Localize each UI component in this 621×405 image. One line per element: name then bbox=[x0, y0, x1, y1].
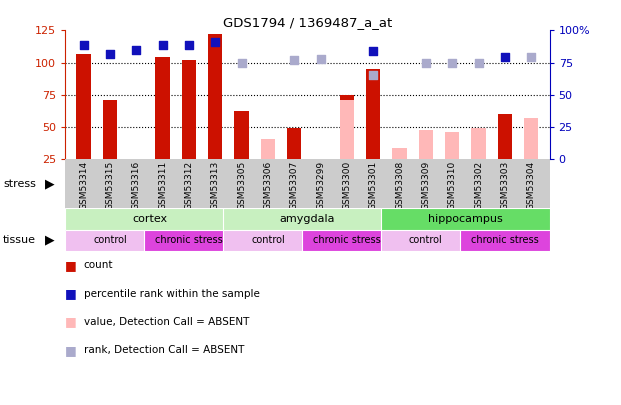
Bar bbox=[460, 230, 550, 251]
Point bbox=[289, 57, 299, 63]
Text: percentile rank within the sample: percentile rank within the sample bbox=[84, 289, 260, 298]
Text: GSM53301: GSM53301 bbox=[369, 161, 378, 210]
Text: GSM53311: GSM53311 bbox=[158, 161, 167, 210]
Point bbox=[500, 54, 510, 61]
Text: GSM53299: GSM53299 bbox=[316, 161, 325, 210]
Text: rank, Detection Call = ABSENT: rank, Detection Call = ABSENT bbox=[84, 345, 244, 355]
Point bbox=[368, 72, 378, 79]
Text: GSM53315: GSM53315 bbox=[106, 161, 114, 210]
Text: GSM53309: GSM53309 bbox=[422, 161, 430, 210]
Point bbox=[421, 59, 431, 66]
Point bbox=[158, 41, 168, 48]
Bar bbox=[392, 147, 407, 159]
Point bbox=[79, 41, 89, 48]
Text: value, Detection Call = ABSENT: value, Detection Call = ABSENT bbox=[84, 317, 249, 327]
Text: cortex: cortex bbox=[132, 214, 167, 224]
Bar bbox=[65, 208, 233, 230]
Title: GDS1794 / 1369487_a_at: GDS1794 / 1369487_a_at bbox=[223, 16, 392, 29]
Text: ■: ■ bbox=[65, 259, 77, 272]
Bar bbox=[234, 111, 249, 159]
Bar bbox=[302, 230, 392, 251]
Text: chronic stress: chronic stress bbox=[313, 235, 381, 245]
Bar bbox=[497, 114, 512, 159]
Text: amygdala: amygdala bbox=[279, 214, 335, 224]
Text: GSM53313: GSM53313 bbox=[211, 161, 220, 210]
Bar bbox=[381, 230, 471, 251]
Bar bbox=[445, 132, 460, 159]
Text: GSM53300: GSM53300 bbox=[342, 161, 351, 210]
Point bbox=[184, 41, 194, 48]
Bar bbox=[381, 208, 550, 230]
Text: ■: ■ bbox=[65, 287, 77, 300]
Text: control: control bbox=[93, 235, 127, 245]
Text: GSM53310: GSM53310 bbox=[448, 161, 456, 210]
Bar bbox=[102, 100, 117, 159]
Text: GSM53316: GSM53316 bbox=[132, 161, 141, 210]
Bar bbox=[419, 130, 433, 159]
Bar bbox=[208, 34, 222, 159]
Text: ▶: ▶ bbox=[45, 234, 54, 247]
Text: tissue: tissue bbox=[3, 235, 36, 245]
Text: ■: ■ bbox=[65, 315, 77, 328]
Bar bbox=[144, 230, 233, 251]
Text: GSM53308: GSM53308 bbox=[395, 161, 404, 210]
Bar bbox=[261, 139, 275, 159]
Text: chronic stress: chronic stress bbox=[155, 235, 223, 245]
Text: GSM53306: GSM53306 bbox=[263, 161, 273, 210]
Bar bbox=[471, 128, 486, 159]
Bar bbox=[287, 128, 301, 159]
Text: GSM53303: GSM53303 bbox=[501, 161, 509, 210]
Text: stress: stress bbox=[3, 179, 36, 189]
Text: GSM53305: GSM53305 bbox=[237, 161, 246, 210]
Bar bbox=[524, 118, 538, 159]
Bar bbox=[65, 230, 155, 251]
Text: GSM53304: GSM53304 bbox=[527, 161, 536, 210]
Bar bbox=[366, 69, 381, 159]
Point bbox=[105, 50, 115, 57]
Point bbox=[474, 59, 484, 66]
Point bbox=[526, 54, 536, 61]
Text: GSM53307: GSM53307 bbox=[290, 161, 299, 210]
Bar bbox=[182, 60, 196, 159]
Point bbox=[131, 47, 141, 53]
Text: ■: ■ bbox=[65, 344, 77, 357]
Point bbox=[315, 55, 325, 62]
Point bbox=[447, 59, 457, 66]
Bar bbox=[340, 95, 354, 159]
Point bbox=[211, 39, 220, 45]
Point bbox=[368, 48, 378, 54]
Text: chronic stress: chronic stress bbox=[471, 235, 538, 245]
Text: GSM53302: GSM53302 bbox=[474, 161, 483, 210]
Text: control: control bbox=[409, 235, 443, 245]
Text: ▶: ▶ bbox=[45, 177, 54, 190]
Text: hippocampus: hippocampus bbox=[428, 214, 503, 224]
Text: GSM53312: GSM53312 bbox=[184, 161, 193, 210]
Bar bbox=[223, 230, 312, 251]
Text: control: control bbox=[251, 235, 285, 245]
Text: count: count bbox=[84, 260, 114, 270]
Bar bbox=[223, 208, 392, 230]
Bar bbox=[155, 58, 170, 159]
Bar bbox=[76, 53, 91, 159]
Bar bbox=[340, 100, 354, 159]
Point bbox=[237, 59, 247, 66]
Text: GSM53314: GSM53314 bbox=[79, 161, 88, 210]
